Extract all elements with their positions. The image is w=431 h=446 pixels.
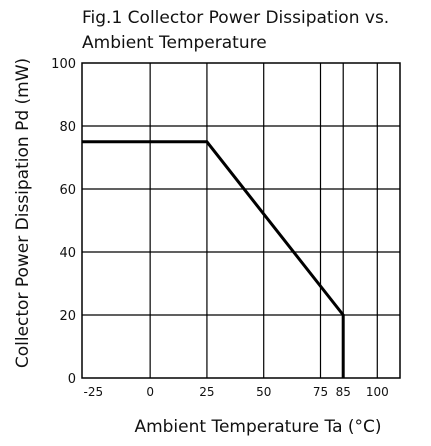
x-tick-label: 50 — [256, 385, 271, 399]
grid — [82, 63, 400, 378]
y-tick-label: 60 — [59, 183, 76, 198]
y-tick-label: 0 — [68, 372, 76, 387]
x-tick-label: 0 — [146, 385, 154, 399]
y-tick-label: 80 — [59, 120, 76, 135]
x-tick-label: 100 — [366, 385, 389, 399]
x-tick-label: 25 — [199, 385, 214, 399]
derating-curve — [82, 140, 345, 378]
x-axis-label: Ambient Temperature Ta (°C) — [134, 417, 381, 437]
y-tick-label: 20 — [59, 309, 76, 324]
x-tick-label: 75 — [313, 385, 328, 399]
y-tick-labels: 0 20 40 60 80 100 — [51, 57, 76, 387]
chart-title-line1: Fig.1 Collector Power Dissipation vs. — [82, 8, 389, 28]
x-tick-label: 85 — [336, 385, 351, 399]
y-tick-label: 40 — [59, 246, 76, 261]
chart-title-line2: Ambient Temperature — [82, 33, 267, 53]
plot-frame — [81, 62, 401, 379]
y-axis-label: Collector Power Dissipation Pd (mW) — [13, 58, 33, 368]
x-tick-label: -25 — [84, 385, 104, 399]
y-tick-label: 100 — [51, 57, 76, 72]
x-tick-labels: -25 0 25 50 75 85 100 — [84, 385, 389, 399]
